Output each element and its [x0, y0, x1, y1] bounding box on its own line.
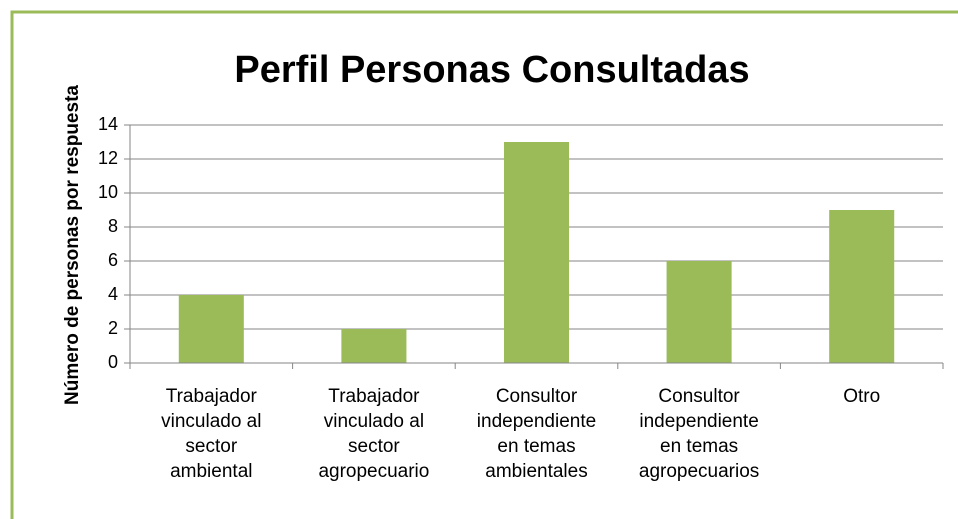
x-tick-label: Consultor — [658, 386, 740, 407]
bar — [503, 142, 570, 363]
x-tick-label: vinculado al — [161, 411, 261, 432]
y-tick-label: 4 — [108, 284, 118, 304]
x-tick-label: independiente — [477, 411, 596, 432]
bar — [666, 261, 732, 363]
x-tick-label: en temas — [660, 436, 738, 457]
y-tick-label: 12 — [98, 148, 118, 168]
y-tick-label: 10 — [98, 182, 118, 202]
y-tick-label: 8 — [108, 216, 118, 236]
bar — [829, 210, 895, 363]
x-tick-label: sector — [348, 436, 400, 457]
y-tick-label: 2 — [108, 318, 118, 338]
x-tick-label: Trabajador — [166, 386, 258, 407]
x-tick-label: Consultor — [496, 386, 578, 407]
bar — [341, 329, 407, 363]
x-tick-label: agropecuario — [318, 461, 429, 482]
x-tick-label: independiente — [639, 411, 758, 432]
x-tick-label: en temas — [497, 436, 575, 457]
bar — [178, 295, 244, 363]
x-tick-label: ambiental — [170, 461, 252, 482]
x-tick-label: agropecuarios — [639, 461, 759, 482]
y-tick-label: 14 — [98, 114, 118, 134]
y-tick-label: 6 — [108, 250, 118, 270]
x-tick-label: Otro — [843, 386, 880, 407]
chart-title: Perfil Personas Consultadas — [234, 49, 749, 91]
chart-frame — [10, 10, 958, 519]
x-tick-label: vinculado al — [324, 411, 424, 432]
x-tick-label: ambientales — [485, 461, 587, 482]
y-axis-label: Número de personas por respuesta — [62, 85, 83, 405]
y-tick-label: 0 — [108, 352, 118, 372]
x-tick-label: Trabajador — [328, 386, 420, 407]
x-tick-label: sector — [185, 436, 237, 457]
